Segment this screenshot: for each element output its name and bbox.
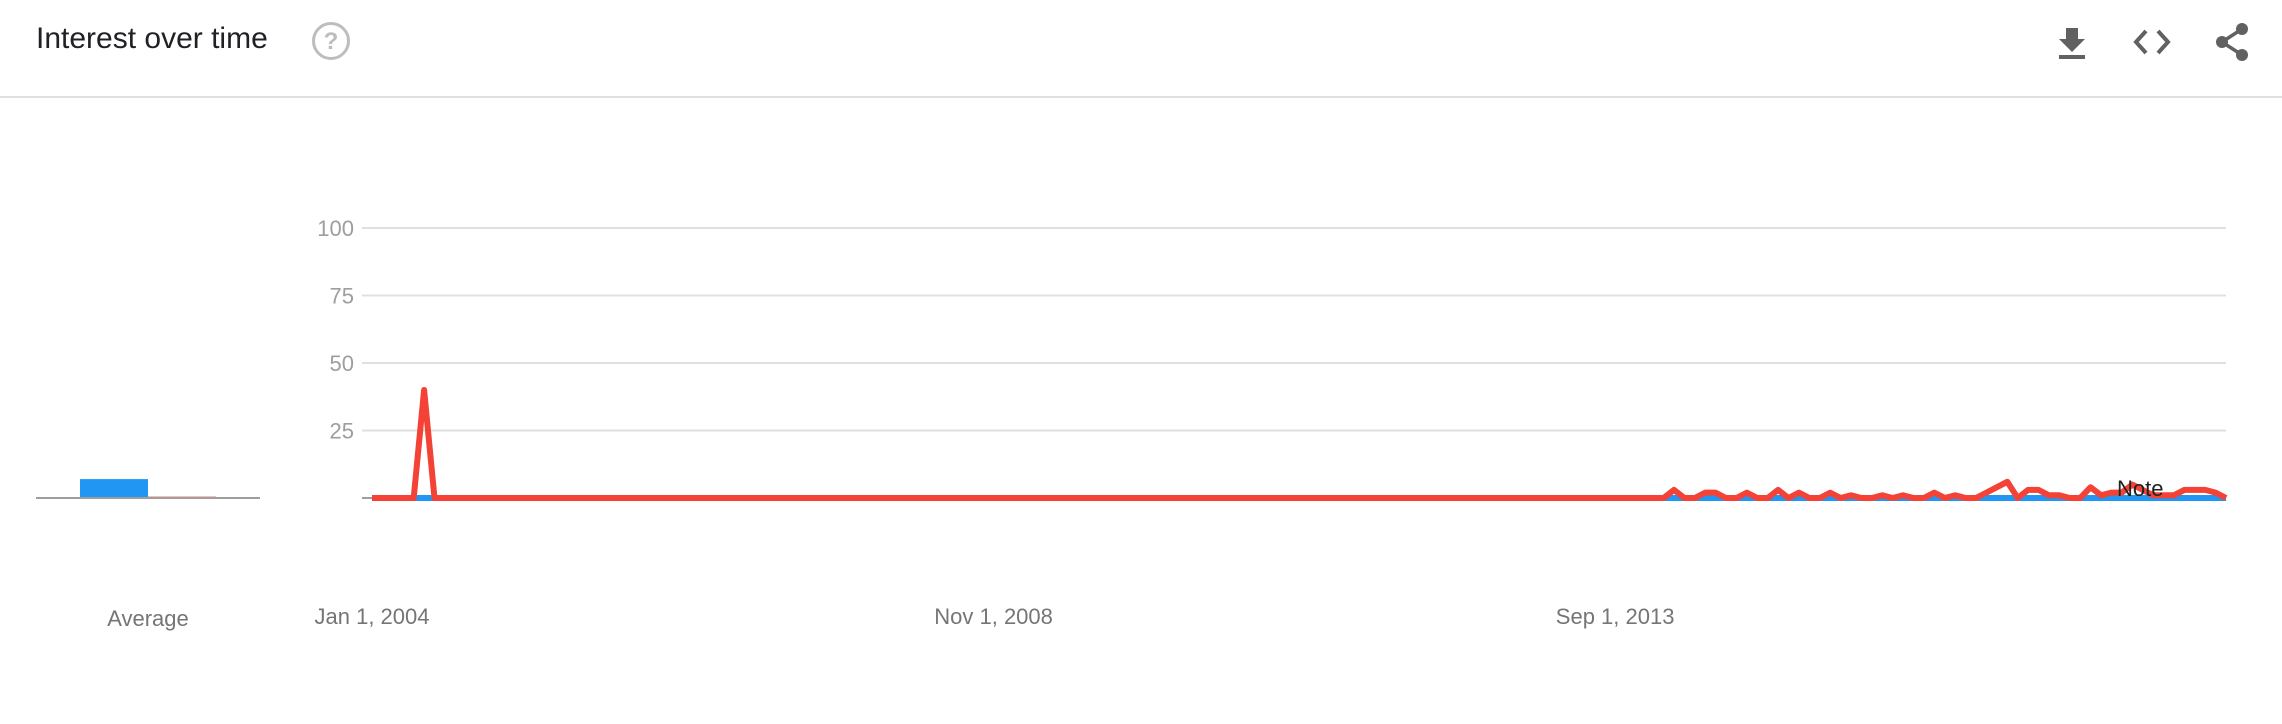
y-tick-label: 75 bbox=[330, 284, 354, 309]
series-line-2 bbox=[372, 387, 2228, 501]
y-tick-label: 50 bbox=[330, 351, 354, 376]
y-tick-label: 25 bbox=[330, 419, 354, 444]
download-icon[interactable] bbox=[2052, 22, 2092, 62]
average-panel: Average bbox=[36, 479, 260, 631]
x-tick-label: Jan 1, 2004 bbox=[315, 604, 430, 629]
y-tick-label: 100 bbox=[317, 216, 354, 241]
header: Interest over time ? bbox=[0, 0, 2282, 98]
note-label[interactable]: Note bbox=[2117, 476, 2163, 501]
chart-gridlines bbox=[362, 227, 2226, 499]
average-bar-1 bbox=[80, 479, 148, 498]
help-circle-icon[interactable]: ? bbox=[312, 22, 350, 60]
chart-note[interactable]: Note bbox=[2117, 476, 2163, 501]
average-label: Average bbox=[107, 606, 189, 631]
embed-code-icon[interactable] bbox=[2132, 22, 2172, 62]
interest-over-time-chart: Average 25 50 75 100 Jan 1, 2004 Nov 1, 2008… bbox=[36, 216, 2228, 631]
x-tick-label: Sep 1, 2013 bbox=[1556, 604, 1675, 629]
y-axis-ticks: 25 50 75 100 bbox=[317, 216, 354, 444]
share-icon[interactable] bbox=[2212, 22, 2252, 62]
chart-title: Interest over time bbox=[36, 22, 268, 55]
chart-series bbox=[372, 387, 2228, 501]
x-tick-label: Nov 1, 2008 bbox=[934, 604, 1053, 629]
x-axis-ticks: Jan 1, 2004 Nov 1, 2008 Sep 1, 2013 bbox=[315, 604, 1675, 629]
